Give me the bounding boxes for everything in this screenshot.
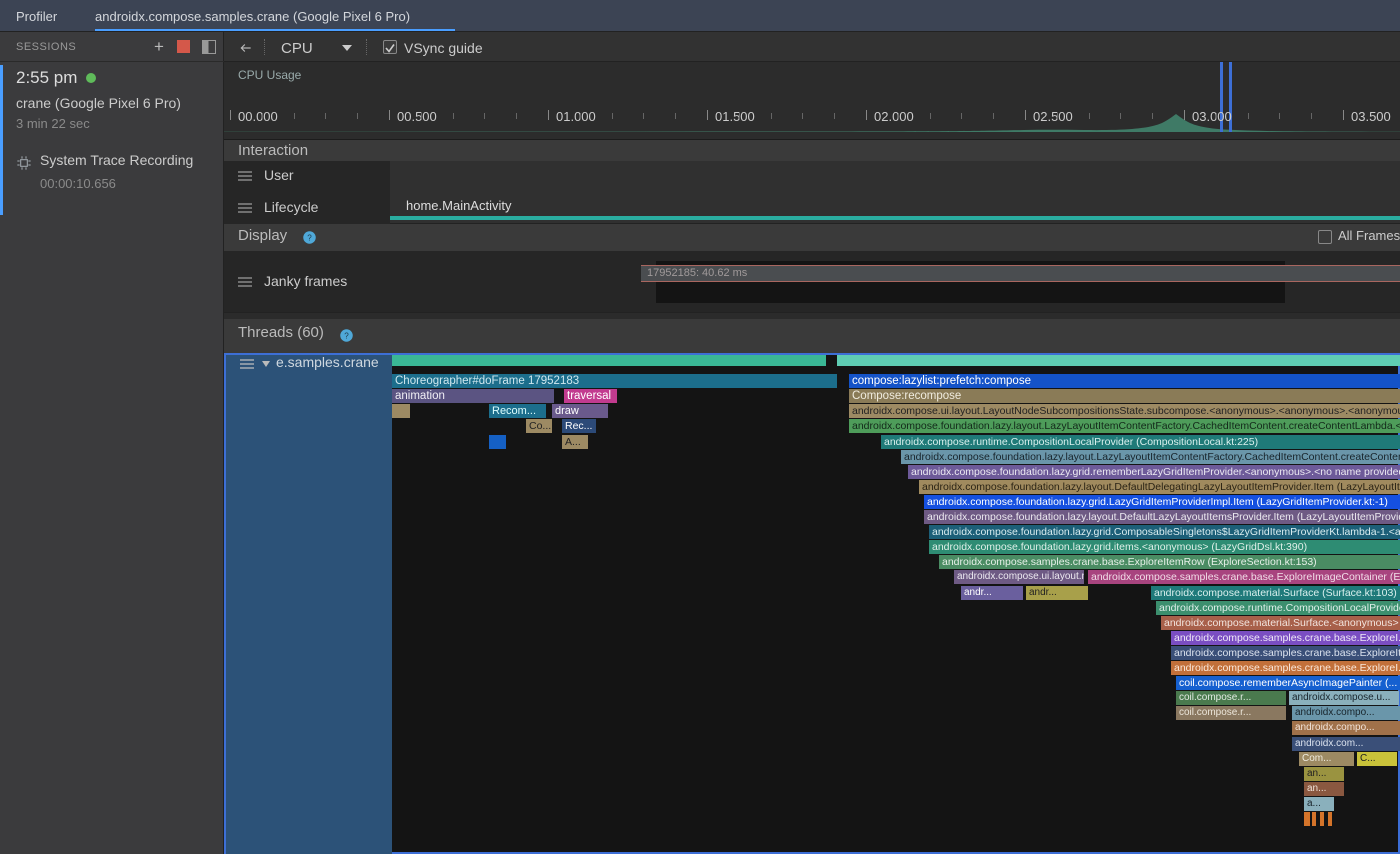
svg-text:?: ? <box>344 331 349 340</box>
svg-text:?: ? <box>307 233 312 242</box>
